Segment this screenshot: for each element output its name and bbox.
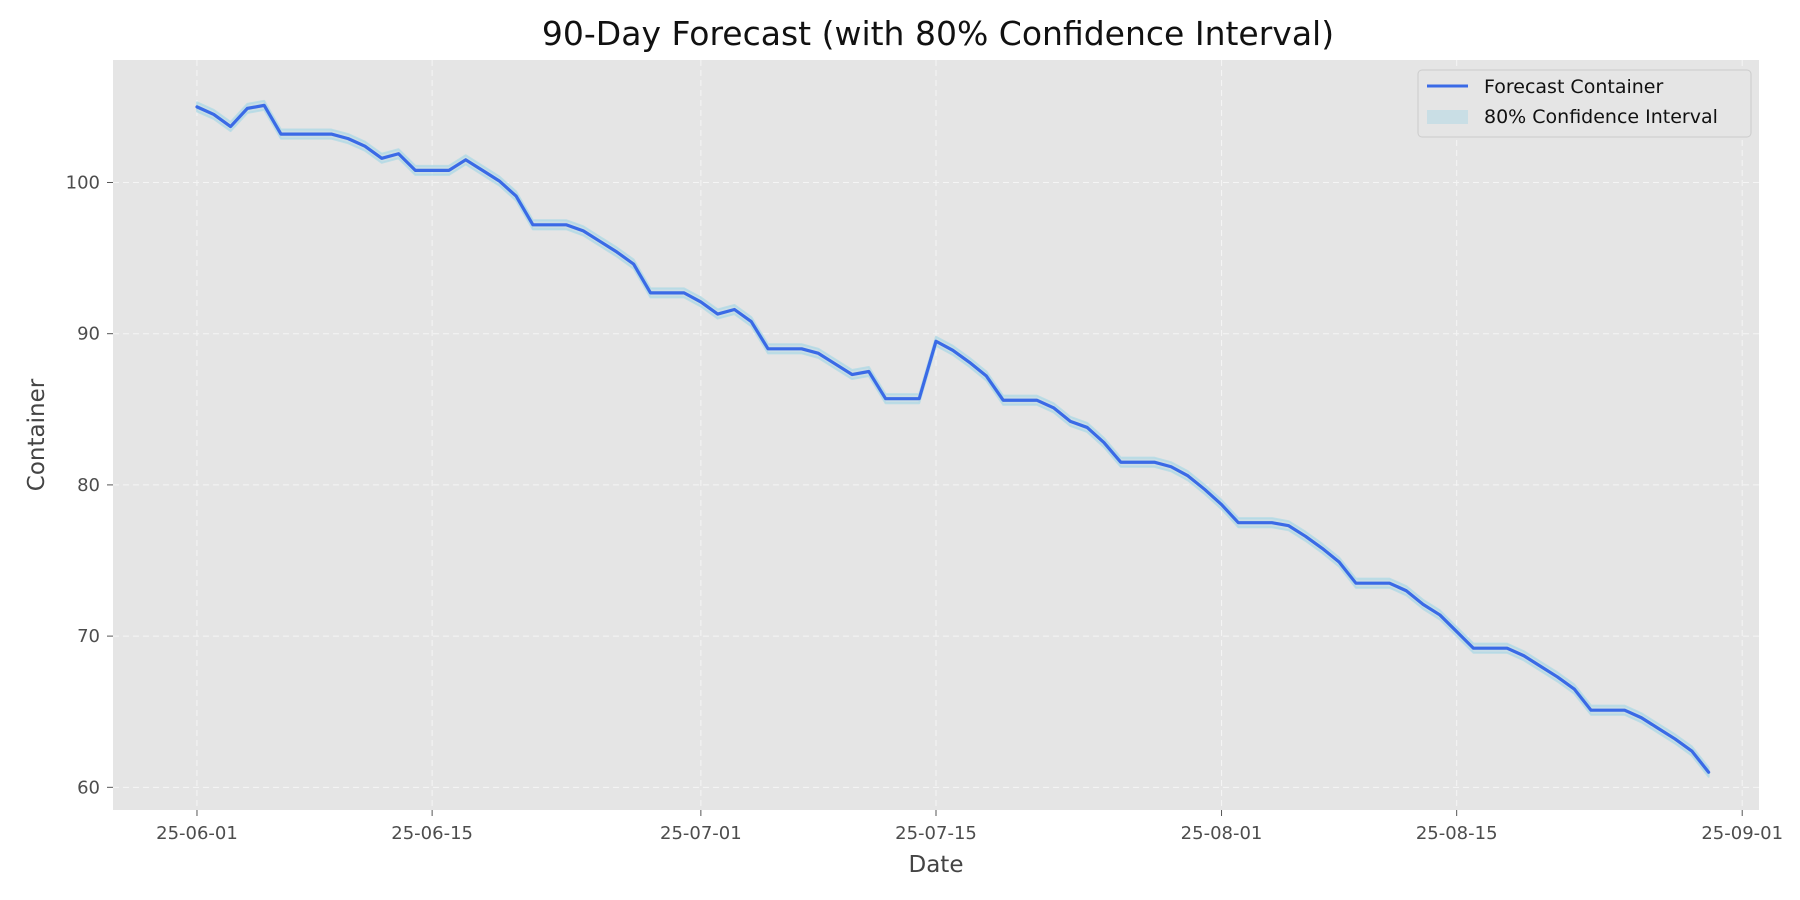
forecast-line-layer [195, 103, 1711, 774]
x-tick-label: 25-08-01 [1181, 823, 1263, 844]
forecast-line [195, 103, 1711, 774]
y-tick-label: 70 [77, 626, 100, 647]
tick-layer: 25-06-01 25-06-15 25-07-01 25-07-15 25-08-01… [66, 172, 1783, 844]
confidence-band [195, 99, 1710, 778]
x-tick-label: 25-07-01 [660, 823, 742, 844]
grid-layer [113, 60, 1759, 810]
legend: Forecast Container 80% Confidence Interv… [1417, 69, 1752, 138]
y-tick-label: 60 [77, 777, 100, 798]
legend-label-forecast: Forecast Container [1484, 76, 1663, 98]
legend-band-swatch [1427, 110, 1468, 124]
chart-title: 90-Day Forecast (with 80% Confidence Int… [542, 14, 1334, 53]
y-axis-label: Container [24, 378, 50, 491]
x-axis-label: Date [909, 852, 964, 878]
legend-label-confidence: 80% Confidence Interval [1484, 106, 1718, 128]
y-tick-label: 80 [77, 475, 100, 496]
legend-box [1417, 69, 1752, 138]
x-tick-label: 25-06-15 [391, 823, 473, 844]
x-tick-label: 25-08-15 [1416, 823, 1498, 844]
x-tick-label: 25-06-01 [156, 823, 238, 844]
x-tick-label: 25-09-01 [1701, 823, 1783, 844]
y-tick-label: 90 [77, 324, 100, 345]
confidence-band-layer [195, 99, 1710, 778]
y-tick-label: 100 [66, 172, 100, 193]
x-tick-label: 25-07-15 [895, 823, 977, 844]
